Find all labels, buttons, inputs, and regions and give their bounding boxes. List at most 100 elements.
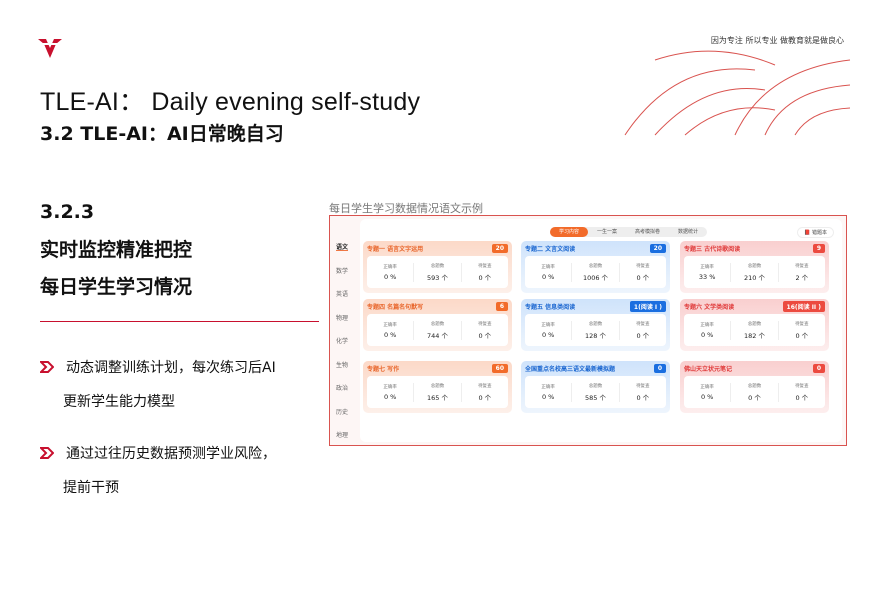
topic-card[interactable]: 专题一 语言文字运用 20 正确率 0 % 总题数 593 个 待复查 0 个 xyxy=(363,241,512,293)
subject-item[interactable]: 化学 xyxy=(336,338,349,345)
card-stats: 正确率 0 % 总题数 128 个 待复查 0 个 xyxy=(525,314,666,346)
stat-label: 总题数 xyxy=(588,383,603,389)
topic-card[interactable]: 专题六 文学类阅读 16(阅读 II ) 正确率 0 % 总题数 182 个 待复查 0 个 xyxy=(680,299,829,351)
stat-label: 正确率 xyxy=(541,322,555,328)
stat: 待复查 2 个 xyxy=(777,262,825,282)
stat: 正确率 0 % xyxy=(525,264,571,281)
tab[interactable]: 学习内容 xyxy=(550,227,589,237)
section-heading-2: 每日学生学习情况 xyxy=(40,276,193,298)
stat-label: 正确率 xyxy=(700,264,714,270)
subject-item[interactable]: 历史 xyxy=(336,408,349,416)
subject-item[interactable]: 数学 xyxy=(336,267,349,275)
page-title: TLE-AI： Daily evening self-study xyxy=(40,88,421,116)
stat-label: 正确率 xyxy=(383,264,397,270)
card-badge: 0 xyxy=(812,364,825,373)
card-title: 专题一 语言文字运用 xyxy=(367,246,424,253)
stat: 总题数 585 个 xyxy=(571,382,618,402)
card-header: 专题四 名篇名句默写 6 xyxy=(367,299,508,314)
stat-label: 总题数 xyxy=(430,383,445,389)
stat-value: 0 个 xyxy=(478,273,492,282)
card-header: 佛山天立状元笔记 0 xyxy=(684,361,825,376)
stat-value: 0 个 xyxy=(795,393,809,402)
stat-value: 182 个 xyxy=(744,331,765,340)
stat-value: 0 % xyxy=(541,330,555,339)
topic-card[interactable]: 专题二 文言文阅读 20 正确率 0 % 总题数 1006 个 待复查 0 个 xyxy=(521,241,670,293)
topic-card[interactable]: 佛山天立状元笔记 0 正确率 0 % 总题数 0 个 待复查 0 个 xyxy=(680,361,829,413)
card-title: 佛山天立状元笔记 xyxy=(684,366,733,373)
stat-label: 总题数 xyxy=(747,263,762,269)
card-title: 专题五 信息类阅读 xyxy=(525,304,576,311)
topic-card[interactable]: 专题四 名篇名句默写 6 正确率 0 % 总题数 744 个 待复查 0 个 xyxy=(363,299,512,351)
topic-card[interactable]: 全国重点名校高三语文最新模拟题 0 正确率 0 % 总题数 585 个 待复查 0 个 xyxy=(521,361,670,413)
tab[interactable]: 数据统计 xyxy=(678,229,699,235)
stat: 总题数 165 个 xyxy=(413,382,460,402)
stat-label: 待复查 xyxy=(636,383,650,389)
stat: 待复查 0 个 xyxy=(460,262,508,282)
bullet-1: 动态调整训练计划，每次练习后AI xyxy=(40,357,276,377)
bullet-text: 通过过往历史数据预测学业风险， xyxy=(66,446,276,462)
stat-value: 0 % xyxy=(383,392,397,401)
topic-card[interactable]: 专题三 古代诗歌阅读 9 正确率 33 % 总题数 210 个 待复查 2 个 xyxy=(680,241,829,293)
stat-value: 0 % xyxy=(541,392,555,401)
stat-label: 待复查 xyxy=(636,263,650,269)
stat-value: 0 个 xyxy=(636,331,650,340)
stat-value: 165 个 xyxy=(427,393,448,402)
stat-label: 待复查 xyxy=(478,263,492,269)
bullet-2-cont: 提前干预 xyxy=(63,480,119,496)
card-stats: 正确率 33 % 总题数 210 个 待复查 2 个 xyxy=(684,256,825,288)
card-header: 专题一 语言文字运用 20 xyxy=(367,241,508,256)
content-panel: 学习内容 一生一案 高考模拟卷 数据统计 📕 错题本 专题一 语言文字运用 20 正确率 0… xyxy=(360,219,842,442)
card-header: 专题三 古代诗歌阅读 9 xyxy=(684,241,825,256)
stat-value: 33 % xyxy=(698,272,716,281)
stat-label: 待复查 xyxy=(795,321,809,327)
error-book-label: 错题本 xyxy=(811,230,827,236)
card-header: 专题五 信息类阅读 1(阅读 I ) xyxy=(525,299,666,314)
stat-value: 210 个 xyxy=(744,273,765,282)
stat-label: 待复查 xyxy=(795,383,809,389)
card-title: 专题七 写作 xyxy=(367,366,400,373)
card-stats: 正确率 0 % 总题数 585 个 待复查 0 个 xyxy=(525,376,666,408)
stat: 待复查 0 个 xyxy=(618,320,666,340)
error-book-button[interactable]: 📕 错题本 xyxy=(797,227,834,238)
tab[interactable]: 高考模拟卷 xyxy=(635,229,661,235)
subject-item[interactable]: 政治 xyxy=(336,385,349,392)
subject-item[interactable]: 物理 xyxy=(336,314,349,322)
subject-item[interactable]: 语文 xyxy=(336,244,349,251)
stat: 正确率 0 % xyxy=(684,384,730,401)
stat: 总题数 593 个 xyxy=(413,262,460,282)
subject-item[interactable]: 地理 xyxy=(336,432,349,439)
stat: 正确率 0 % xyxy=(367,322,413,339)
card-title: 专题六 文学类阅读 xyxy=(684,304,735,311)
card-stats: 正确率 0 % 总题数 0 个 待复查 0 个 xyxy=(684,376,825,408)
stat-value: 1006 个 xyxy=(582,273,609,282)
card-badge: 0 xyxy=(653,364,666,373)
card-title: 专题三 古代诗歌阅读 xyxy=(684,246,741,253)
arrow-bullet-icon xyxy=(40,361,54,373)
card-badge: 6 xyxy=(495,302,508,311)
stat-value: 744 个 xyxy=(427,331,448,340)
card-badge: 16(阅读 II ) xyxy=(782,301,825,312)
arrow-bullet-icon xyxy=(40,447,54,459)
stat: 待复查 0 个 xyxy=(777,320,825,340)
stat: 总题数 0 个 xyxy=(730,382,777,402)
topic-card[interactable]: 专题七 写作 60 正确率 0 % 总题数 165 个 待复查 0 个 xyxy=(363,361,512,413)
stat: 总题数 182 个 xyxy=(730,320,777,340)
stat-label: 正确率 xyxy=(700,384,714,390)
stat-value: 0 个 xyxy=(636,273,650,282)
stat-label: 总题数 xyxy=(588,321,603,327)
stat: 正确率 0 % xyxy=(525,322,571,339)
stat-value: 128 个 xyxy=(585,331,606,340)
subject-item[interactable]: 生物 xyxy=(336,361,349,369)
tab[interactable]: 一生一案 xyxy=(597,229,618,235)
stat-label: 总题数 xyxy=(747,383,762,389)
topic-card[interactable]: 专题五 信息类阅读 1(阅读 I ) 正确率 0 % 总题数 128 个 待复查 0 个 xyxy=(521,299,670,351)
stat-label: 总题数 xyxy=(430,321,445,327)
stat-label: 待复查 xyxy=(478,321,492,327)
bullet-text: 动态调整训练计划，每次练习后AI xyxy=(66,360,276,376)
stat: 待复查 0 个 xyxy=(618,382,666,402)
stat-label: 正确率 xyxy=(541,264,555,270)
tab-bar: 学习内容 一生一案 高考模拟卷 数据统计 xyxy=(550,227,708,237)
stat: 待复查 0 个 xyxy=(460,320,508,340)
stat: 总题数 210 个 xyxy=(730,262,777,282)
subject-item[interactable]: 英语 xyxy=(336,291,349,298)
